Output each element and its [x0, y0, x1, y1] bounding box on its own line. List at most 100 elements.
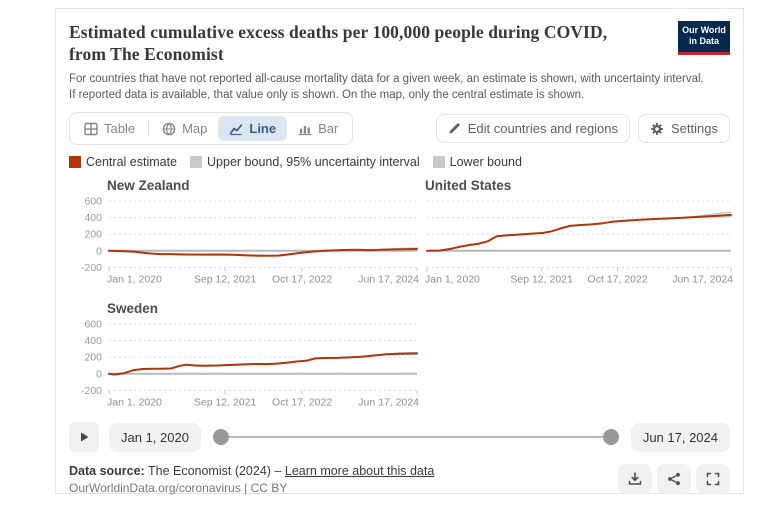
svg-text:0: 0: [96, 369, 102, 381]
fullscreen-button[interactable]: [696, 464, 730, 495]
chart-card: Estimated cumulative excess deaths per 1…: [55, 8, 744, 495]
timeline-slider[interactable]: [212, 422, 619, 452]
owid-logo-line1: Our World: [682, 25, 726, 35]
svg-text:Jun 17, 2024: Jun 17, 2024: [358, 397, 419, 409]
svg-text:600: 600: [84, 319, 102, 331]
tab-table[interactable]: Table: [73, 116, 146, 141]
timeline-start-date[interactable]: Jan 1, 2020: [109, 422, 201, 452]
tab-map[interactable]: Map: [151, 116, 218, 141]
settings-label: Settings: [671, 121, 718, 137]
line-chart-united-states[interactable]: Jan 1, 2020 Sep 12, 2021 Oct 17, 2022 Jun 1…: [425, 195, 735, 289]
svg-text:Jun 17, 2024: Jun 17, 2024: [358, 274, 419, 286]
timeline-start-handle[interactable]: [212, 429, 229, 446]
svg-text:Jan 1, 2020: Jan 1, 2020: [425, 274, 480, 286]
bar-chart-icon: [298, 122, 312, 136]
share-icon: [667, 472, 681, 486]
legend-item-central: Central estimate: [69, 155, 177, 169]
play-icon: [78, 431, 90, 443]
gear-icon: [650, 122, 664, 136]
view-tabbar: Table Map Line Bar: [69, 112, 354, 146]
timeline-end-date[interactable]: Jun 17, 2024: [630, 422, 730, 452]
svg-text:Oct 17, 2022: Oct 17, 2022: [588, 274, 648, 286]
pencil-icon: [448, 122, 461, 135]
empty-facet: [425, 301, 735, 412]
settings-button[interactable]: Settings: [638, 114, 730, 144]
edit-countries-button[interactable]: Edit countries and regions: [435, 114, 631, 144]
facet-title-new-zealand: New Zealand: [107, 178, 190, 194]
chart-facet-united-states: United States Jan 1, 2020 Sep 12, 2021 Oct…: [425, 178, 735, 289]
data-source-label: Data source:: [69, 464, 145, 479]
line-chart-sweden[interactable]: 600 400 200 0 -200 Jan 1, 2020 Sep 12, 2021 Oct…: [69, 318, 425, 412]
svg-text:400: 400: [84, 336, 102, 348]
action-buttons: [618, 464, 730, 495]
timeline-end-handle[interactable]: [602, 429, 619, 446]
legend-swatch-central: [69, 156, 81, 169]
table-icon: [84, 122, 98, 136]
data-source-line: Data source: The Economist (2024) – Lear…: [69, 464, 434, 478]
line-chart-svg[interactable]: 600 400 200 0 -200 Jan 1, 2020 Sep 12, 2021 Oct…: [69, 318, 421, 412]
legend-item-lower: Lower bound: [432, 155, 522, 170]
tab-bar-label: Bar: [318, 121, 339, 137]
learn-more-link[interactable]: Learn more about this data: [284, 464, 435, 479]
chart-facet-new-zealand: New Zealand 600 400 200 0 -200 Jan 1, 2020 Sep…: [69, 178, 425, 289]
chart-legend: Central estimate Upper bound, 95% uncert…: [69, 155, 730, 169]
line-chart-icon: [229, 122, 243, 136]
legend-swatch-upper: [190, 156, 203, 169]
controls-row: Table Map Line Bar: [69, 112, 730, 146]
svg-text:Jan 1, 2020: Jan 1, 2020: [107, 397, 162, 409]
svg-text:Sep 12, 2021: Sep 12, 2021: [194, 274, 257, 286]
legend-item-upper: Upper bound, 95% uncertainty interval: [190, 155, 420, 169]
series-lower-bound: [426, 216, 732, 252]
data-source-text: The Economist (2024): [144, 464, 275, 479]
license-line: OurWorldinData.org/coronavirus | CC BY: [69, 481, 288, 496]
chart-footer: Data source: The Economist (2024) – Lear…: [69, 464, 730, 495]
header: Estimated cumulative excess deaths per 1…: [69, 21, 730, 66]
facet-title-united-states: United States: [425, 178, 512, 194]
svg-text:Jun 17, 2024: Jun 17, 2024: [672, 274, 733, 286]
tab-line[interactable]: Line: [218, 116, 288, 142]
chart-subtitle: For countries that have not reported all…: [69, 72, 704, 102]
owid-logo-line2: in Data: [688, 36, 719, 47]
tab-map-label: Map: [182, 121, 208, 137]
svg-text:200: 200: [84, 229, 102, 241]
fullscreen-icon: [706, 472, 720, 486]
tab-divider: [148, 120, 150, 137]
globe-icon: [162, 122, 176, 136]
play-button[interactable]: [69, 422, 99, 453]
timeline-controls: Jan 1, 2020 Jun 17, 2024: [69, 422, 730, 453]
line-chart-new-zealand[interactable]: 600 400 200 0 -200 Jan 1, 2020 Sep 12, 2021 Oct…: [69, 195, 425, 289]
line-chart-svg[interactable]: Jan 1, 2020 Sep 12, 2021 Oct 17, 2022 Jun 1…: [425, 195, 735, 289]
series-central-estimate: [108, 352, 418, 376]
svg-text:-200: -200: [81, 262, 102, 274]
legend-label-lower: Lower bound: [449, 155, 522, 170]
svg-text:Jan 1, 2020: Jan 1, 2020: [107, 274, 162, 286]
data-source-separator: –: [274, 464, 285, 479]
svg-text:Oct 17, 2022: Oct 17, 2022: [272, 274, 332, 286]
tab-table-label: Table: [104, 121, 136, 137]
chart-facet-sweden: Sweden 600 400 200 0 -200 Jan 1, 2020 Sep 12, …: [69, 301, 425, 412]
download-icon: [628, 472, 642, 486]
svg-text:Sep 12, 2021: Sep 12, 2021: [194, 397, 257, 409]
facet-title-sweden: Sweden: [107, 301, 159, 317]
page-title: Estimated cumulative excess deaths per 1…: [69, 22, 608, 65]
tab-bar[interactable]: Bar: [287, 116, 349, 141]
series-central-estimate: [426, 214, 732, 253]
owid-logo[interactable]: Our World in Data: [678, 21, 730, 55]
line-chart-svg[interactable]: 600 400 200 0 -200 Jan 1, 2020 Sep 12, 2021 Oct…: [69, 195, 421, 289]
svg-text:0: 0: [96, 246, 102, 258]
tab-line-label: Line: [249, 121, 277, 137]
svg-text:Oct 17, 2022: Oct 17, 2022: [272, 397, 332, 409]
series-central-estimate: [108, 248, 418, 258]
svg-text:200: 200: [84, 352, 102, 364]
share-button[interactable]: [657, 464, 691, 495]
svg-text:Sep 12, 2021: Sep 12, 2021: [510, 274, 573, 286]
svg-text:400: 400: [84, 213, 102, 225]
edit-countries-label: Edit countries and regions: [467, 121, 619, 137]
svg-text:600: 600: [84, 196, 102, 208]
toolbar-buttons: Edit countries and regions Settings: [435, 114, 730, 144]
download-button[interactable]: [618, 464, 652, 495]
timeline-track[interactable]: [220, 436, 611, 439]
legend-label-upper: Upper bound, 95% uncertainty interval: [207, 155, 420, 170]
svg-text:-200: -200: [81, 385, 102, 397]
small-multiples: New Zealand 600 400 200 0 -200 Jan 1, 2020 Sep…: [69, 178, 733, 412]
